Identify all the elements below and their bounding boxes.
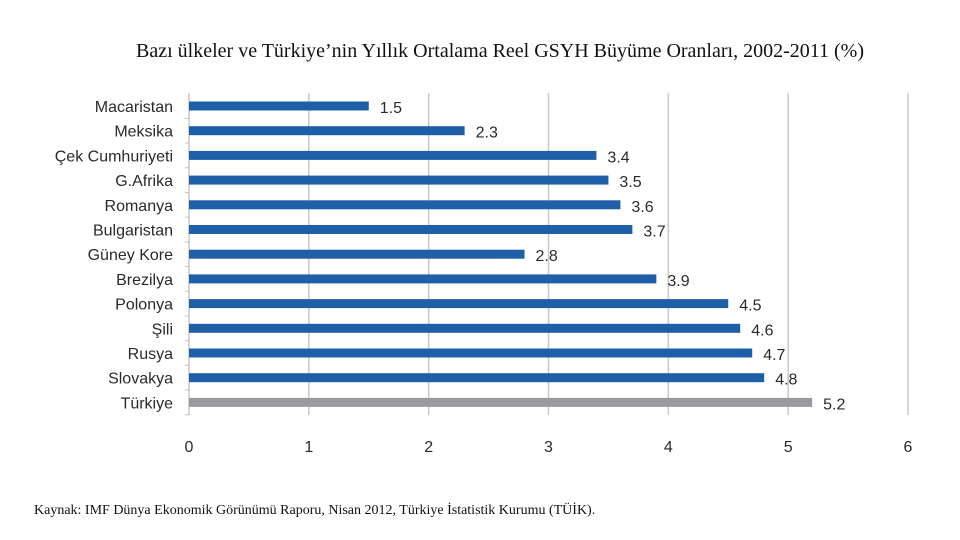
bar xyxy=(189,249,525,259)
value-label: 3.5 xyxy=(619,174,641,191)
bar xyxy=(189,299,729,309)
x-tick-label: 6 xyxy=(904,439,913,456)
value-labels: 1.5 2.3 3.4 3.5 3.6 3.7 2.8 3.9 4.5 4.6 4.7 4.8 5.2 xyxy=(380,100,846,413)
bar xyxy=(189,323,741,333)
chart-title-text: Bazı ülkeler ve Türkiye’nin Yıllık Ortal… xyxy=(136,40,864,62)
bar xyxy=(189,274,657,284)
x-tick-label: 0 xyxy=(185,439,194,456)
x-tick-label: 4 xyxy=(664,439,673,456)
value-label: 3.6 xyxy=(631,199,653,216)
x-tick-label: 5 xyxy=(784,439,793,456)
value-label: 4.5 xyxy=(739,298,761,315)
x-tick-labels: 0 1 2 3 4 5 6 xyxy=(185,439,913,456)
chart-title: Bazı ülkeler ve Türkiye’nin Yıllık Ortal… xyxy=(0,40,960,63)
source-note: Kaynak: IMF Dünya Ekonomik Görünümü Rapo… xyxy=(34,503,596,518)
value-label: 4.6 xyxy=(751,322,773,339)
value-label: 2.3 xyxy=(476,125,498,142)
value-label: 2.8 xyxy=(536,248,558,265)
category-label: Çek Cumhuriyeti xyxy=(55,148,173,165)
category-label: Slovakya xyxy=(108,371,173,388)
bar xyxy=(189,150,597,160)
category-label: Rusya xyxy=(128,346,173,363)
bar xyxy=(189,175,609,185)
x-tick-label: 2 xyxy=(424,439,433,456)
bar xyxy=(189,397,813,407)
category-label: G.Afrika xyxy=(115,173,173,190)
category-label: Güney Kore xyxy=(88,247,173,264)
bar xyxy=(189,373,765,383)
category-label: Türkiye xyxy=(121,395,174,412)
x-tick-label: 3 xyxy=(544,439,553,456)
bars xyxy=(185,101,813,416)
bar xyxy=(189,101,369,111)
value-label: 3.7 xyxy=(643,224,665,241)
bar xyxy=(189,348,753,358)
bar xyxy=(189,126,465,136)
category-label: Polonya xyxy=(115,297,173,314)
value-label: 4.7 xyxy=(763,347,785,364)
value-label: 4.8 xyxy=(775,372,797,389)
category-label: Bulgaristan xyxy=(93,223,173,240)
category-labels: Macaristan Meksika Çek Cumhuriyeti G.Afrika… xyxy=(55,99,173,412)
value-label: 5.2 xyxy=(823,396,845,413)
bar xyxy=(189,225,633,234)
value-label: 3.9 xyxy=(667,273,689,290)
value-label: 3.4 xyxy=(607,149,629,166)
x-tick-label: 1 xyxy=(304,439,313,456)
category-label: Meksika xyxy=(114,124,173,141)
value-label: 1.5 xyxy=(380,100,402,117)
category-label: Romanya xyxy=(105,198,174,215)
category-label: Macaristan xyxy=(95,99,173,116)
category-label: Brezilya xyxy=(116,272,173,289)
bar xyxy=(189,200,621,210)
category-label: Şili xyxy=(152,321,173,338)
